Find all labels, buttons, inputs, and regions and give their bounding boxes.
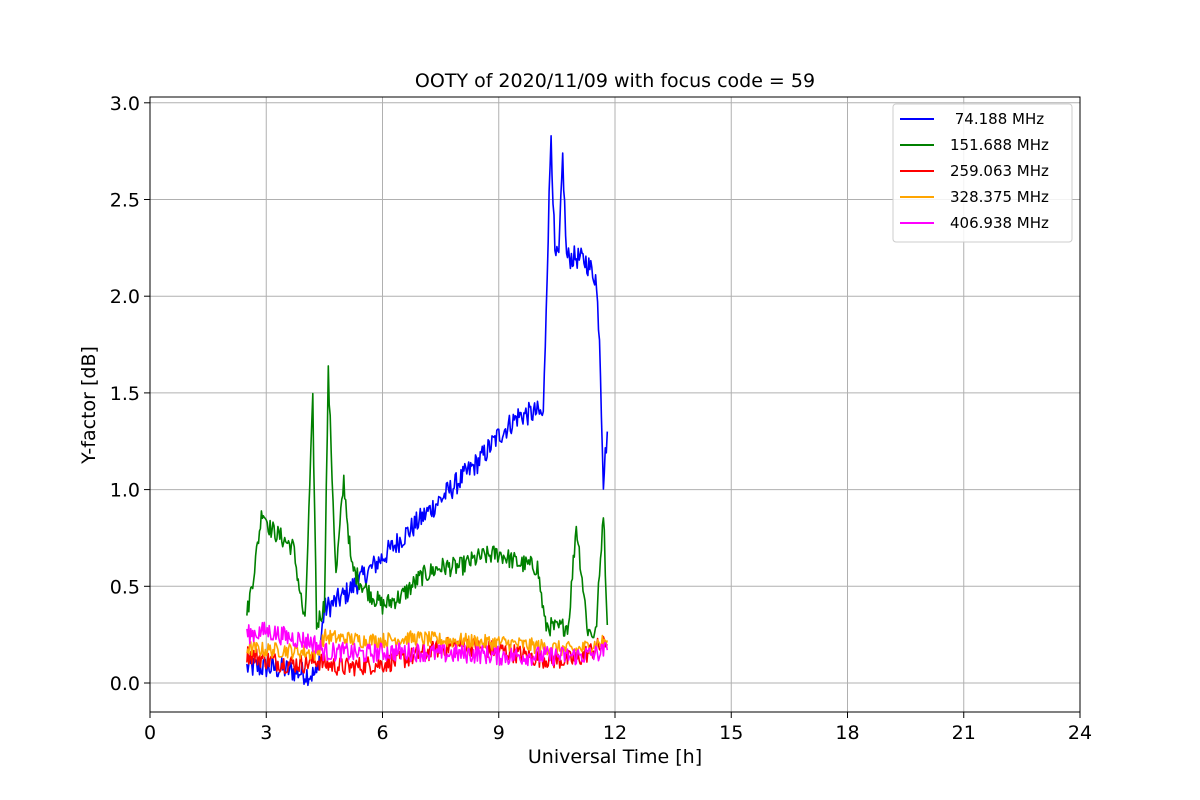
y-tick-label: 1.0: [110, 480, 140, 502]
series-line-4: [246, 621, 609, 667]
x-axis-ticks: 0 3 6 9 12 15 18 21 24: [144, 712, 1092, 744]
legend-label: 328.375 MHz: [950, 188, 1049, 206]
x-tick-label: 15: [719, 722, 743, 744]
chart-title: OOTY of 2020/11/09 with focus code = 59: [415, 70, 815, 92]
y-tick-label: 2.0: [110, 286, 140, 308]
y-tick-label: 2.5: [110, 190, 140, 212]
legend: 74.188 MHz 151.688 MHz 259.063 MHz 328.375 …: [892, 103, 1073, 243]
x-tick-label: 0: [144, 722, 156, 744]
y-tick-label: 0.0: [110, 673, 140, 695]
x-tick-label: 6: [376, 722, 388, 744]
y-tick-label: 0.5: [110, 576, 140, 598]
x-tick-label: 9: [493, 722, 505, 744]
legend-label: 259.063 MHz: [950, 162, 1049, 180]
series-line-0: [246, 135, 609, 687]
y-axis-label: Y-factor [dB]: [78, 346, 100, 465]
series-lines: [246, 135, 609, 687]
x-tick-label: 3: [260, 722, 272, 744]
legend-box: [892, 103, 1073, 243]
x-tick-label: 18: [835, 722, 859, 744]
y-tick-label: 3.0: [110, 93, 140, 115]
legend-label: 151.688 MHz: [950, 136, 1049, 154]
series-line-3: [246, 628, 609, 662]
legend-label: 74.188 MHz: [950, 110, 1044, 128]
y-axis-ticks: 0.0 0.5 1.0 1.5 2.0 2.5 3.0: [110, 93, 150, 695]
x-tick-label: 12: [603, 722, 627, 744]
x-axis-label: Universal Time [h]: [528, 746, 702, 768]
x-tick-label: 21: [952, 722, 976, 744]
x-tick-label: 24: [1068, 722, 1092, 744]
legend-label: 406.938 MHz: [950, 214, 1049, 232]
series-line-1: [246, 365, 609, 639]
y-tick-label: 1.5: [110, 383, 140, 405]
